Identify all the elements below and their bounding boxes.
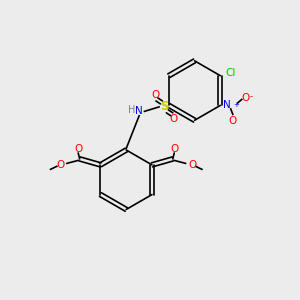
Text: O: O xyxy=(151,90,160,100)
Text: O: O xyxy=(170,143,178,154)
Text: O: O xyxy=(74,143,82,154)
Text: O: O xyxy=(242,93,250,103)
Text: Cl: Cl xyxy=(226,68,236,78)
Text: O: O xyxy=(229,116,237,126)
Text: O: O xyxy=(169,114,177,124)
Text: N: N xyxy=(135,106,143,116)
Text: O: O xyxy=(188,160,196,170)
Text: O: O xyxy=(56,160,64,170)
Text: N: N xyxy=(223,100,231,110)
Text: +: + xyxy=(233,102,239,108)
Text: -: - xyxy=(250,93,253,102)
Text: S: S xyxy=(160,100,169,113)
Text: H: H xyxy=(128,105,136,115)
